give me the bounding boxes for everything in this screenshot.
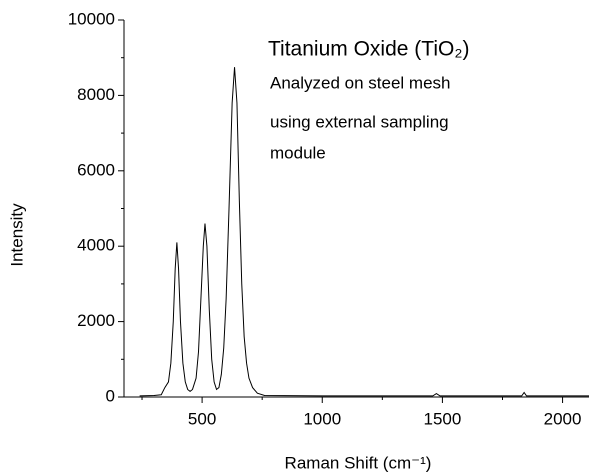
- annotation: module: [270, 143, 326, 162]
- x-tick-label: 1500: [423, 409, 461, 428]
- y-tick-label: 6000: [77, 160, 115, 179]
- x-tick-label: 2000: [544, 409, 582, 428]
- x-tick-label: 1000: [303, 409, 341, 428]
- y-tick-label: 2000: [77, 311, 115, 330]
- annotation: using external sampling: [270, 112, 449, 131]
- spectrum-line: [139, 67, 589, 397]
- y-tick-label: 0: [106, 386, 115, 405]
- annotation: Analyzed on steel mesh: [270, 73, 451, 92]
- x-axis-label: Raman Shift (cm⁻¹): [285, 453, 432, 472]
- y-axis-label: Intensity: [7, 203, 26, 267]
- chart-title: Titanium Oxide (TiO₂): [268, 38, 469, 61]
- x-tick-label: 500: [188, 409, 216, 428]
- y-tick-label: 4000: [77, 236, 115, 255]
- y-tick-label: 8000: [77, 85, 115, 104]
- y-tick-label: 10000: [68, 9, 115, 28]
